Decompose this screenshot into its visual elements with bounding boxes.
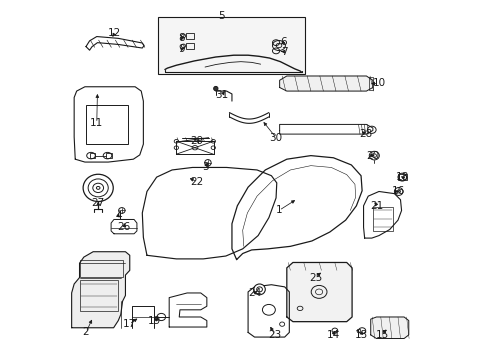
Text: 1: 1 — [275, 206, 282, 216]
Text: 25: 25 — [309, 273, 322, 283]
Text: 20: 20 — [366, 150, 379, 161]
Text: 26: 26 — [118, 222, 131, 232]
Text: 7: 7 — [280, 46, 286, 57]
Text: 30: 30 — [269, 133, 282, 143]
Text: 28: 28 — [358, 129, 371, 139]
Bar — [106, 153, 112, 158]
Text: 18: 18 — [395, 172, 408, 182]
Bar — [86, 105, 128, 144]
Bar — [186, 43, 194, 49]
Text: 14: 14 — [326, 330, 339, 340]
Text: 9: 9 — [178, 44, 184, 54]
Bar — [89, 153, 95, 158]
Text: 21: 21 — [370, 201, 383, 211]
Text: 10: 10 — [372, 78, 385, 88]
Bar — [397, 174, 406, 180]
Polygon shape — [370, 317, 408, 338]
Bar — [357, 329, 360, 332]
Ellipse shape — [253, 284, 265, 295]
Text: 17: 17 — [122, 319, 135, 329]
Text: 22: 22 — [190, 177, 203, 187]
Ellipse shape — [213, 86, 218, 91]
Text: 29: 29 — [190, 136, 203, 146]
Text: 12: 12 — [108, 28, 121, 38]
Polygon shape — [286, 262, 351, 321]
Text: 4: 4 — [115, 211, 122, 221]
Bar — [368, 77, 372, 90]
Ellipse shape — [83, 174, 113, 202]
Polygon shape — [279, 76, 372, 91]
Text: 16: 16 — [390, 186, 404, 197]
Bar — [80, 260, 123, 277]
Bar — [158, 17, 305, 74]
Text: 27: 27 — [91, 198, 104, 208]
Text: 11: 11 — [90, 118, 103, 128]
Text: 8: 8 — [178, 33, 184, 43]
Text: 31: 31 — [215, 90, 228, 100]
Text: 6: 6 — [280, 37, 286, 47]
Text: 23: 23 — [268, 330, 281, 340]
Polygon shape — [72, 252, 129, 328]
Text: 15: 15 — [375, 330, 388, 340]
Text: 3: 3 — [202, 162, 208, 172]
Bar — [372, 207, 392, 231]
Text: 19: 19 — [147, 316, 161, 325]
Text: 5: 5 — [218, 11, 224, 21]
Text: 13: 13 — [354, 330, 367, 340]
Bar — [80, 280, 118, 311]
Text: 24: 24 — [247, 288, 261, 298]
Text: 2: 2 — [82, 327, 89, 337]
Bar — [186, 33, 194, 39]
